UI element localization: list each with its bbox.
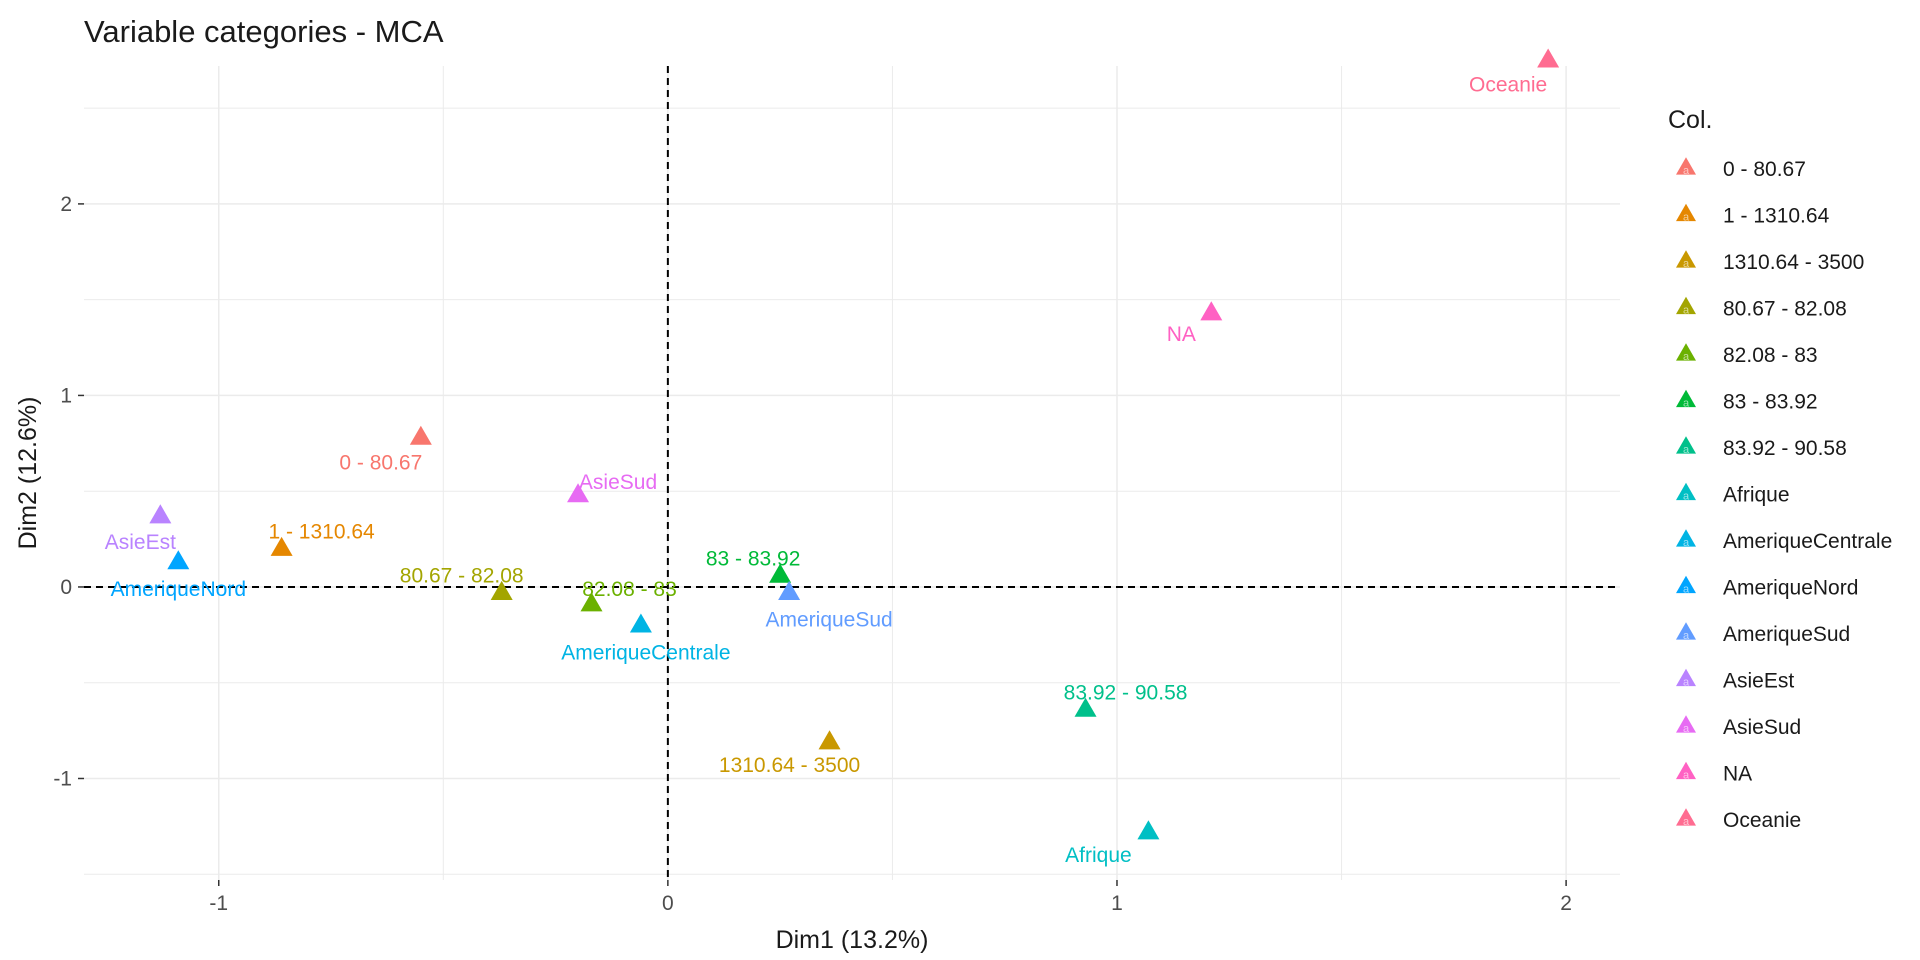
legend-key-glyph: a bbox=[1683, 723, 1690, 735]
point-ameriquesud bbox=[778, 580, 801, 600]
point-asiesud bbox=[567, 483, 590, 503]
point-80-67-82-08 bbox=[490, 580, 513, 600]
reference-lines bbox=[84, 66, 1620, 880]
legend-label-83-92-90-58: 83.92 - 90.58 bbox=[1723, 437, 1847, 460]
point-label-na: NA bbox=[1167, 323, 1196, 346]
point-label-ameriquesud: AmeriqueSud bbox=[765, 609, 892, 632]
legend-items: a 0 - 80.67 a 1 - 1310.64 a 1310.64 - 3500 a 80… bbox=[1676, 157, 1892, 832]
point-label-oceanie: Oceanie bbox=[1469, 73, 1547, 96]
legend-key-glyph: a bbox=[1683, 816, 1690, 828]
x-tick-label: 1 bbox=[1111, 892, 1123, 915]
legend-key-1-1310-64 bbox=[1676, 203, 1696, 222]
legend-label-oceanie: Oceanie bbox=[1723, 809, 1801, 832]
point-label-83-92-90-58: 83.92 - 90.58 bbox=[1064, 682, 1188, 705]
point-na bbox=[1200, 301, 1223, 321]
legend-key-glyph: a bbox=[1683, 165, 1690, 177]
y-tick-label: 2 bbox=[60, 193, 72, 216]
legend-key-glyph: a bbox=[1683, 537, 1690, 549]
legend-key-glyph: a bbox=[1683, 212, 1690, 224]
legend-key-glyph: a bbox=[1683, 305, 1690, 317]
legend-key-0-80-67 bbox=[1676, 157, 1696, 175]
x-tick-label: 2 bbox=[1560, 892, 1572, 915]
point-oceanie bbox=[1537, 48, 1560, 68]
point-1310-64-3500 bbox=[818, 730, 841, 750]
point-label-asieest: AsieEst bbox=[105, 531, 176, 554]
legend-key-83-83-92 bbox=[1676, 389, 1696, 408]
point-label-asiesud: AsieSud bbox=[579, 471, 657, 494]
point-83-83-92 bbox=[769, 563, 792, 583]
legend-label-ameriquesud: AmeriqueSud bbox=[1723, 623, 1850, 646]
x-tick-label: 0 bbox=[662, 892, 674, 915]
legend-label-asiesud: AsieSud bbox=[1723, 716, 1801, 739]
point-label-0-80-67: 0 - 80.67 bbox=[339, 452, 422, 475]
legend-key-glyph: a bbox=[1683, 444, 1690, 456]
point-83-92-90-58 bbox=[1074, 697, 1097, 717]
legend-label-0-80-67: 0 - 80.67 bbox=[1723, 158, 1806, 181]
point-0-80-67 bbox=[409, 425, 432, 445]
legend-title: Col. bbox=[1668, 106, 1712, 134]
legend-key-glyph: a bbox=[1683, 258, 1690, 270]
point-label-afrique: Afrique bbox=[1065, 844, 1132, 867]
point-label-82-08-83: 82.08 - 83 bbox=[582, 578, 677, 601]
legend-label-1-1310-64: 1 - 1310.64 bbox=[1723, 205, 1830, 228]
y-tick-label: 0 bbox=[60, 576, 72, 599]
legend-label-80-67-82-08: 80.67 - 82.08 bbox=[1723, 298, 1847, 321]
legend-key-ameriquecentrale bbox=[1676, 529, 1696, 547]
legend-key-asieest bbox=[1676, 668, 1696, 687]
legend-key-ameriquesud bbox=[1676, 622, 1696, 640]
legend-key-na bbox=[1676, 761, 1696, 780]
legend-key-glyph: a bbox=[1683, 677, 1690, 689]
legend-label-83-83-92: 83 - 83.92 bbox=[1723, 391, 1818, 414]
point-ameriquenord bbox=[167, 550, 190, 570]
legend-key-82-08-83 bbox=[1676, 343, 1696, 361]
legend-key-oceanie bbox=[1676, 808, 1696, 826]
legend-label-afrique: Afrique bbox=[1723, 484, 1790, 507]
legend-key-80-67-82-08 bbox=[1676, 296, 1696, 315]
legend-label-ameriquecentrale: AmeriqueCentrale bbox=[1723, 530, 1892, 553]
x-axis-title: Dim1 (13.2%) bbox=[776, 926, 929, 954]
y-axis-ticks: -1 0 1 2 bbox=[53, 193, 84, 790]
legend-label-1310-64-3500: 1310.64 - 3500 bbox=[1723, 251, 1864, 274]
legend-key-glyph: a bbox=[1683, 351, 1690, 363]
legend-label-na: NA bbox=[1723, 763, 1752, 786]
point-82-08-83 bbox=[580, 592, 603, 612]
point-asieest bbox=[149, 504, 172, 524]
legend-key-glyph: a bbox=[1683, 630, 1690, 642]
legend-key-glyph: a bbox=[1683, 491, 1690, 503]
point-label-1310-64-3500: 1310.64 - 3500 bbox=[719, 754, 860, 777]
point-ameriquecentrale bbox=[629, 613, 652, 633]
legend-label-asieest: AsieEst bbox=[1723, 670, 1794, 693]
point-label-1-1310-64: 1 - 1310.64 bbox=[268, 521, 375, 544]
legend-label-ameriquenord: AmeriqueNord bbox=[1723, 577, 1858, 600]
legend-key-glyph: a bbox=[1683, 770, 1690, 782]
point-1-1310-64 bbox=[270, 536, 293, 556]
legend-key-asiesud bbox=[1676, 715, 1696, 733]
legend: Col. a 0 - 80.67 a 1 - 1310.64 a 1310.64 - 35… bbox=[1668, 106, 1892, 832]
x-axis-ticks: -1 0 1 2 bbox=[209, 880, 1572, 915]
y-axis-title: Dim2 (12.6%) bbox=[14, 397, 42, 550]
legend-label-82-08-83: 82.08 - 83 bbox=[1723, 344, 1818, 367]
y-tick-label: 1 bbox=[60, 384, 72, 407]
legend-key-afrique bbox=[1676, 482, 1696, 501]
legend-key-83-92-90-58 bbox=[1676, 436, 1696, 454]
point-label-80-67-82-08: 80.67 - 82.08 bbox=[400, 565, 524, 588]
chart-title: Variable categories - MCA bbox=[84, 14, 444, 49]
point-afrique bbox=[1137, 820, 1160, 840]
y-tick-label: -1 bbox=[53, 767, 72, 790]
legend-key-1310-64-3500 bbox=[1676, 250, 1696, 268]
legend-key-glyph: a bbox=[1683, 584, 1690, 596]
point-label-83-83-92: 83 - 83.92 bbox=[706, 547, 801, 570]
data-points: 0 - 80.67 1 - 1310.64 1310.64 - 3500 80.67 … bbox=[105, 48, 1560, 867]
x-tick-label: -1 bbox=[209, 892, 228, 915]
point-label-ameriquenord: AmeriqueNord bbox=[111, 578, 246, 601]
legend-key-ameriquenord bbox=[1676, 575, 1696, 594]
legend-key-glyph: a bbox=[1683, 398, 1690, 410]
point-label-ameriquecentrale: AmeriqueCentrale bbox=[561, 641, 730, 664]
